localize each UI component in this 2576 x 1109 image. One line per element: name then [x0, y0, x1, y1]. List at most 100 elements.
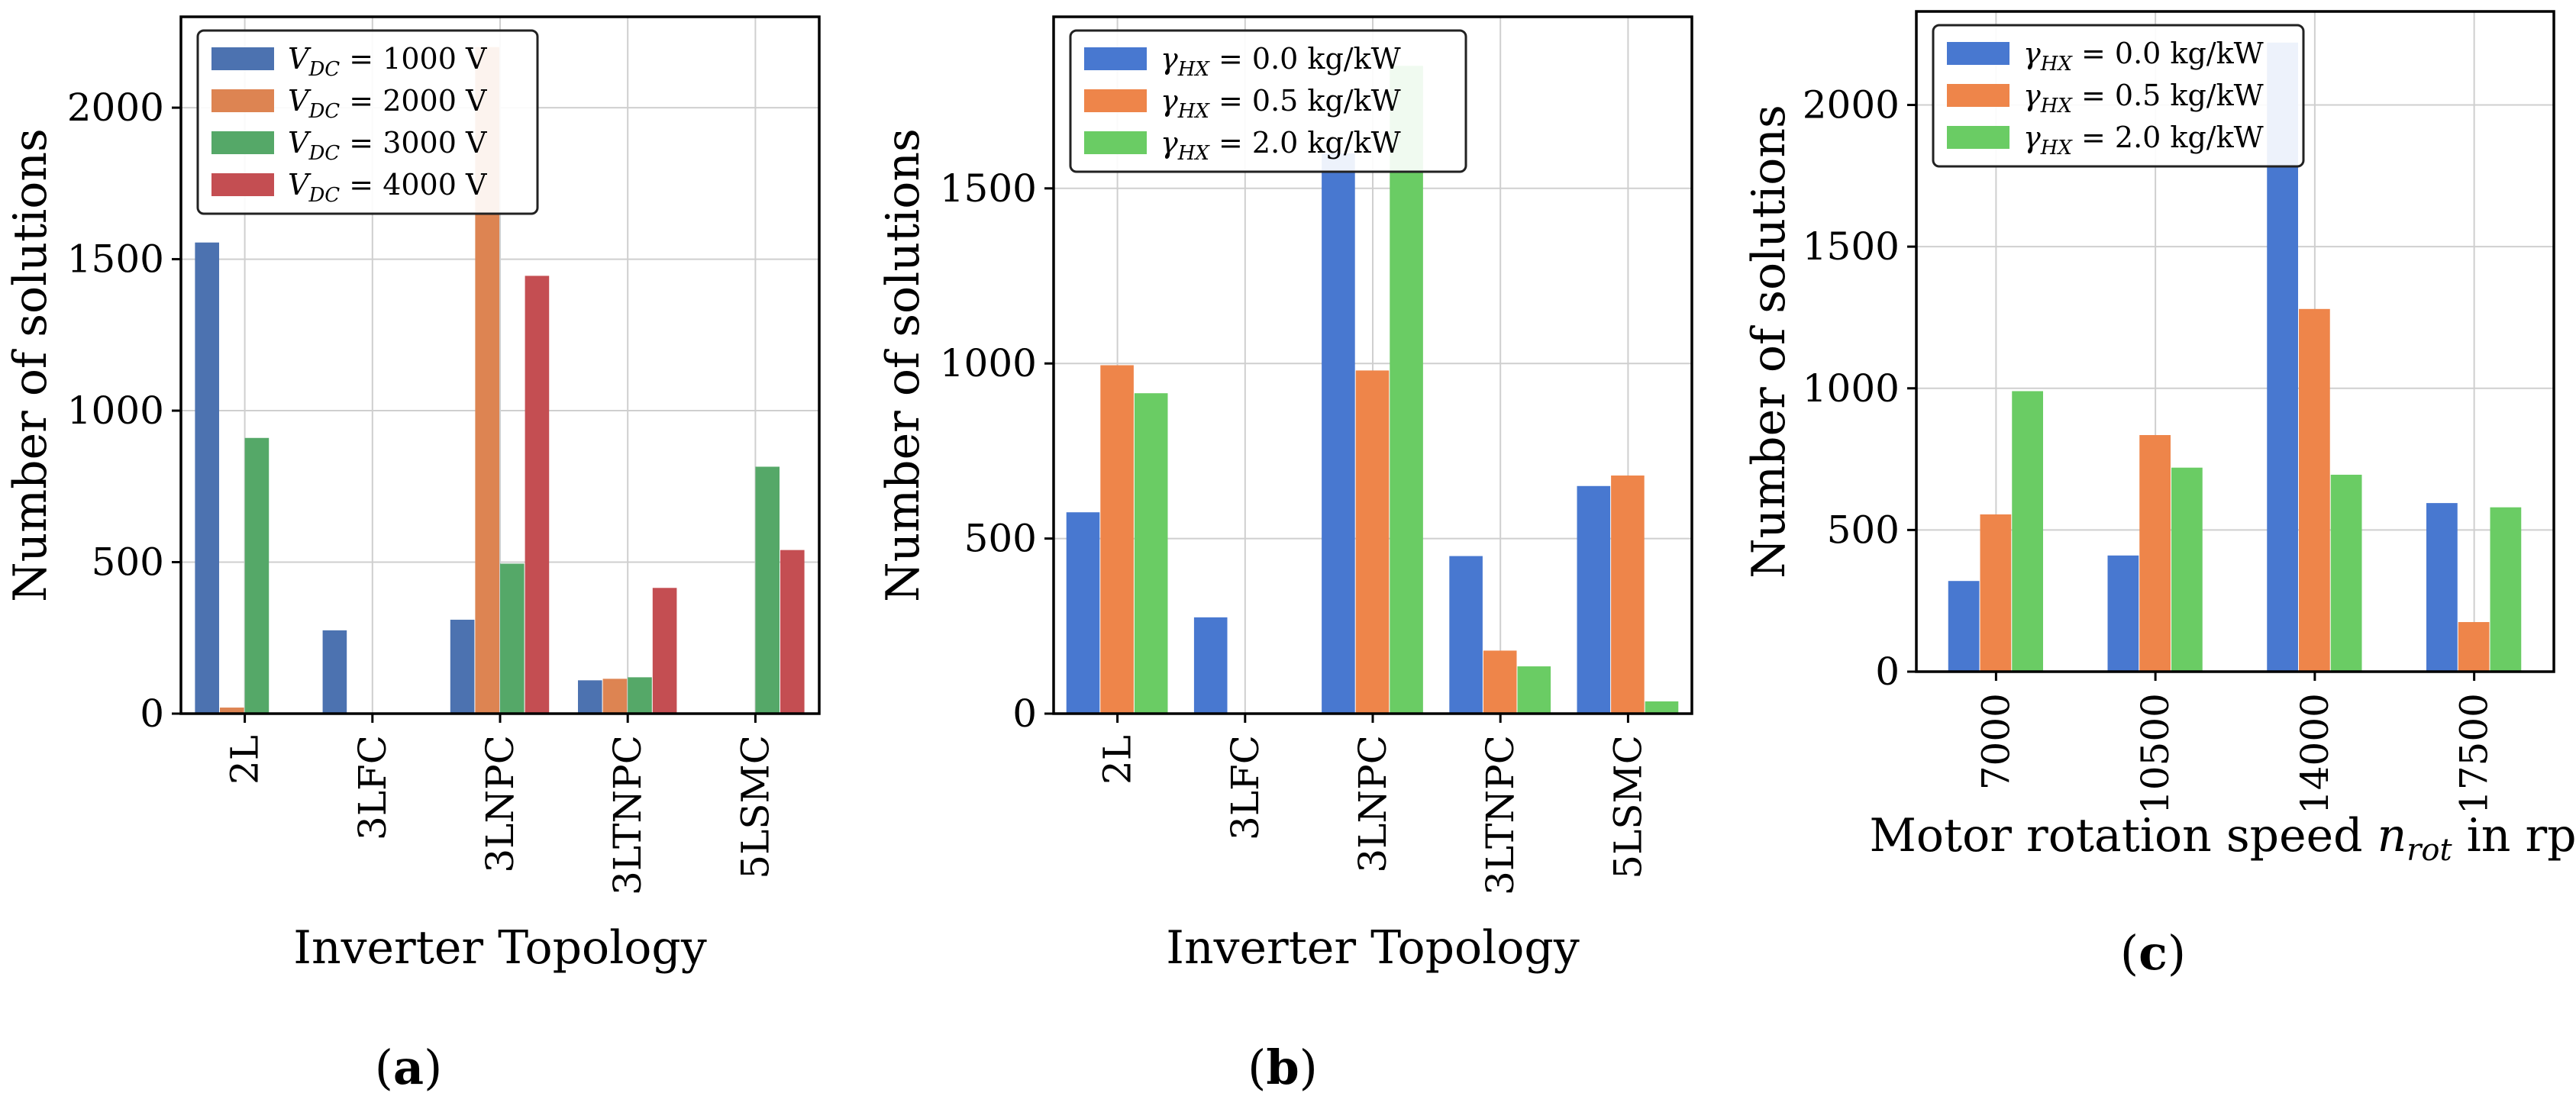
y-tick-label: 1500 [940, 166, 1037, 211]
bar-5lsmc-series-2 [1611, 476, 1645, 714]
y-tick-label: 1000 [67, 388, 164, 433]
legend-swatch [211, 89, 274, 112]
x-tick-label: 5LSMC [1606, 735, 1650, 879]
legend-swatch [1947, 42, 2009, 65]
bar-3lnpc-series-4 [525, 276, 550, 714]
y-tick-label: 2000 [1803, 83, 1900, 127]
bar-2l-series-2 [219, 708, 244, 714]
bar-14000-series-3 [2330, 474, 2362, 672]
bar-7000-series-3 [2012, 391, 2043, 672]
bar-3lnpc-series-2 [1355, 370, 1390, 714]
x-tick-label: 3LTNPC [605, 735, 650, 895]
bar-17500-series-3 [2490, 507, 2522, 672]
panel-caption: (b) [1248, 1040, 1318, 1095]
bar-17500-series-2 [2458, 622, 2490, 672]
bar-3ltnpc-series-1 [577, 680, 602, 714]
y-tick-label: 500 [964, 517, 1037, 561]
bar-3lnpc-series-1 [450, 619, 475, 714]
x-tick-label: 3LNPC [1351, 735, 1395, 873]
x-axis-label: Inverter Topology [1166, 921, 1580, 975]
y-tick-label: 1500 [1803, 224, 1900, 269]
bar-3ltnpc-series-2 [1483, 650, 1517, 714]
legend-box [1069, 29, 1467, 173]
y-tick-label: 1500 [67, 237, 164, 282]
x-tick-label: 3LFC [1223, 735, 1267, 840]
panel-caption: (c) [2120, 925, 2186, 981]
x-axis-label: Inverter Topology [293, 921, 707, 975]
bar-2l-series-1 [1066, 512, 1100, 714]
bar-3lfc-series-1 [322, 630, 347, 714]
bar-3ltnpc-series-2 [602, 679, 628, 714]
x-tick-label: 10500 [2133, 693, 2177, 814]
legend-label: VDC = 3000 V [288, 126, 487, 165]
y-tick-label: 2000 [67, 85, 164, 130]
bar-5lsmc-series-3 [755, 466, 780, 714]
bar-3lfc-series-1 [1193, 617, 1228, 714]
bar-10500-series-2 [2139, 435, 2171, 672]
x-tick-label: 3LNPC [478, 735, 522, 873]
bar-3ltnpc-series-3 [628, 677, 652, 714]
legend-label: γHX = 0.0 kg/kW [2023, 37, 2264, 76]
y-tick-label: 500 [1827, 508, 1900, 552]
legend-label: VDC = 1000 V [288, 42, 487, 81]
x-tick-label: 14000 [2293, 693, 2337, 814]
legend-box [196, 29, 539, 215]
chart-panel-c: 0 500 1000 1500 2000 7000 10500 14000 17500 Numbe… [1742, 10, 2576, 981]
legend-label: VDC = 4000 V [288, 168, 487, 207]
bar-3ltnpc-series-3 [1517, 666, 1551, 714]
legend-swatch [1084, 89, 1147, 112]
x-tick-label: 17500 [2452, 693, 2497, 814]
bar-3ltnpc-series-4 [652, 588, 677, 714]
y-axis-label: Number of solutions [1742, 105, 1796, 579]
bar-3lnpc-series-1 [1322, 153, 1355, 714]
chart-panel-a: 0 500 1000 1500 2000 2L 3LFC 3LNPC 3LTNPC 5LSMC Nu… [4, 15, 821, 1095]
bar-17500-series-1 [2426, 503, 2458, 672]
legend-box [1932, 24, 2305, 168]
bar-5lsmc-series-3 [1645, 701, 1679, 714]
y-tick-label: 0 [140, 692, 164, 736]
bar-7000-series-2 [1980, 514, 2012, 672]
bar-3ltnpc-series-1 [1449, 556, 1483, 714]
panel-caption: (a) [375, 1040, 443, 1095]
legend-swatch [211, 131, 274, 154]
legend-label: γHX = 0.0 kg/kW [1160, 42, 1401, 81]
legend-swatch [211, 47, 274, 70]
bar-10500-series-1 [2107, 555, 2139, 672]
y-axis-label: Number of solutions [876, 128, 930, 602]
x-axis-label: Motor rotation speed nrot in rpm [1870, 809, 2576, 868]
bar-2l-series-2 [1100, 365, 1134, 714]
chart-panel-b: 0 500 1000 1500 2L 3LFC 3LNPC 3LTNPC 5LSMC Number… [876, 15, 1693, 1095]
legend-label: γHX = 2.0 kg/kW [2023, 121, 2264, 160]
bar-5lsmc-series-4 [780, 550, 805, 714]
y-tick-label: 0 [1012, 692, 1037, 736]
x-tick-label: 3LTNPC [1478, 735, 1522, 895]
x-tick-label: 7000 [1974, 693, 2018, 790]
bar-2l-series-1 [195, 242, 219, 714]
bar-2l-series-3 [244, 437, 270, 714]
y-tick-label: 1000 [1803, 366, 1900, 411]
axes-frame [1915, 10, 2555, 673]
x-tick-label: 2L [223, 735, 267, 785]
bar-7000-series-1 [1948, 581, 1980, 672]
bar-5lsmc-series-1 [1577, 485, 1611, 714]
legend-label: γHX = 2.0 kg/kW [1160, 126, 1401, 165]
y-tick-label: 0 [1875, 650, 1900, 694]
legend-label: γHX = 0.5 kg/kW [1160, 84, 1401, 123]
legend-swatch [1947, 84, 2009, 107]
legend-label: γHX = 0.5 kg/kW [2023, 79, 2264, 118]
legend-swatch [211, 173, 274, 196]
x-tick-label: 5LSMC [733, 735, 777, 879]
y-tick-label: 1000 [940, 341, 1037, 385]
y-axis-label: Number of solutions [4, 128, 57, 602]
legend-swatch [1947, 126, 2009, 149]
bar-10500-series-3 [2171, 467, 2203, 672]
x-tick-label: 2L [1096, 735, 1140, 785]
bar-2l-series-3 [1134, 393, 1168, 714]
bar-3lnpc-series-3 [1390, 66, 1423, 714]
bar-3lnpc-series-3 [500, 563, 525, 714]
legend-swatch [1084, 47, 1147, 70]
legend-swatch [1084, 131, 1147, 154]
